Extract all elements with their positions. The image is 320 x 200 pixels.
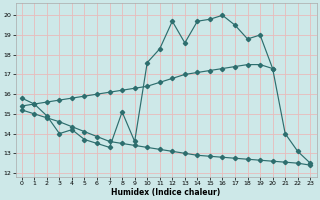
X-axis label: Humidex (Indice chaleur): Humidex (Indice chaleur) <box>111 188 221 197</box>
